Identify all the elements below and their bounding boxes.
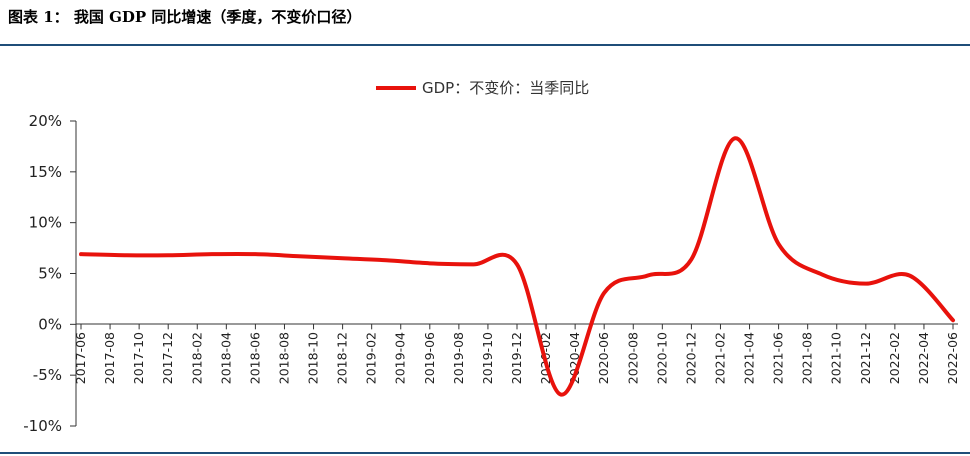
y-tick-label: -5% bbox=[33, 366, 62, 384]
figure-title: 图表 1： 我国 GDP 同比增速（季度，不变价口径） bbox=[8, 8, 362, 26]
x-tick-label: 2021-10 bbox=[829, 332, 844, 384]
y-tick-label: 0% bbox=[38, 315, 62, 333]
x-tick-label: 2019-04 bbox=[393, 332, 408, 384]
x-tick-label: 2017-10 bbox=[131, 332, 146, 384]
x-tick-label: 2022-02 bbox=[887, 332, 902, 384]
x-tick-label: 2022-06 bbox=[945, 332, 960, 384]
y-tick-label: 10% bbox=[29, 214, 62, 232]
x-tick-label: 2019-10 bbox=[480, 332, 495, 384]
x-tick-label: 2020-08 bbox=[625, 332, 640, 384]
y-axis: 20% 15% 10% 5% 0% -5% -10% bbox=[23, 112, 76, 435]
x-tick-label: 2020-12 bbox=[683, 332, 698, 384]
x-tick-label: 2019-02 bbox=[364, 332, 379, 384]
x-tick-label: 2017-12 bbox=[160, 332, 175, 384]
x-tick-label: 2018-12 bbox=[335, 332, 350, 384]
x-tick-label: 2019-06 bbox=[422, 332, 437, 384]
x-axis: 2017-06 2017-08 2017-10 2017-12 2018-02 2018-… bbox=[73, 324, 960, 384]
y-tick-label: 15% bbox=[29, 163, 62, 181]
y-tick-label: -10% bbox=[23, 417, 62, 435]
x-tick-label: 2021-06 bbox=[771, 332, 786, 384]
y-tick-label: 5% bbox=[38, 265, 62, 283]
bottom-divider bbox=[0, 452, 970, 454]
x-tick-label: 2018-10 bbox=[306, 332, 321, 384]
x-tick-label: 2021-08 bbox=[800, 332, 815, 384]
x-tick-label: 2018-08 bbox=[276, 332, 291, 384]
y-tick-label: 20% bbox=[29, 112, 62, 130]
series-line-gdp bbox=[79, 136, 955, 397]
x-tick-label: 2017-06 bbox=[73, 332, 88, 384]
x-tick-label: 2020-06 bbox=[596, 332, 611, 384]
legend-label: GDP：不变价：当季同比 bbox=[422, 79, 589, 97]
x-tick-label: 2021-02 bbox=[712, 332, 727, 384]
x-tick-label: 2018-06 bbox=[247, 332, 262, 384]
x-tick-label: 2020-10 bbox=[654, 332, 669, 384]
x-tick-label: 2019-12 bbox=[509, 332, 524, 384]
x-tick-label: 2018-02 bbox=[189, 332, 204, 384]
x-tick-label: 2021-04 bbox=[742, 332, 757, 384]
x-tick-label: 2021-12 bbox=[858, 332, 873, 384]
chart-legend: GDP：不变价：当季同比 bbox=[376, 79, 589, 97]
x-tick-label: 2019-08 bbox=[451, 332, 466, 384]
x-tick-label: 2022-04 bbox=[916, 332, 931, 384]
x-tick-label: 2017-08 bbox=[102, 332, 117, 384]
x-tick-label: 2018-04 bbox=[218, 332, 233, 384]
title-divider bbox=[0, 44, 970, 46]
